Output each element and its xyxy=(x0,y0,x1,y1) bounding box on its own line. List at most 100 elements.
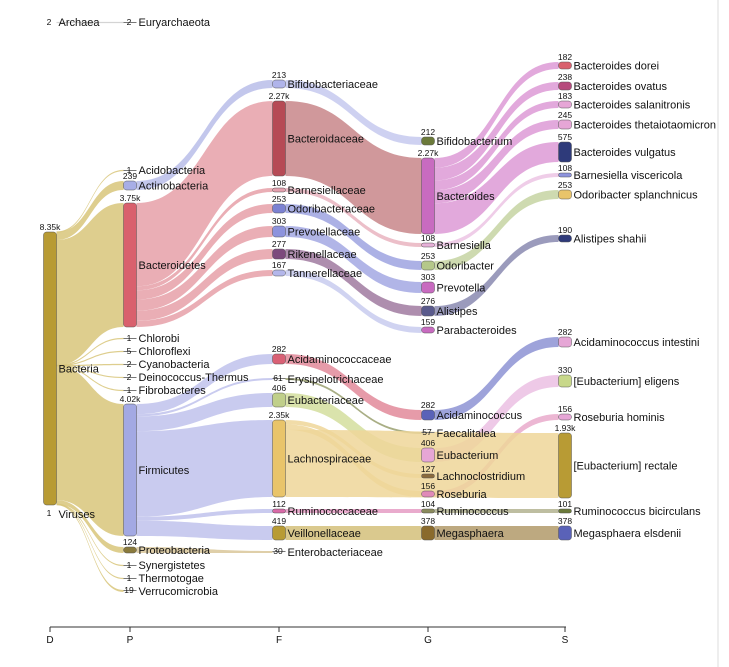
node-bar-actinobacteria[interactable] xyxy=(123,180,137,191)
node-bar-b_ovatus[interactable] xyxy=(558,81,572,91)
node-eub_eligens[interactable]: 330[Eubacterium] eligens xyxy=(558,365,680,388)
node-bar-barnesiella[interactable] xyxy=(421,242,435,248)
node-bar-megasphaera[interactable] xyxy=(421,525,435,541)
node-bar-b_salanitronis[interactable] xyxy=(558,100,572,109)
node-bar-odoribacter[interactable] xyxy=(421,260,435,271)
node-bar-lachnoclostridium[interactable] xyxy=(421,473,435,479)
node-lachnospiraceae[interactable]: 2.35k Lachnospiraceae xyxy=(269,410,372,498)
node-bar-b_vulgatus[interactable] xyxy=(558,141,572,163)
node-bacteroidetes[interactable]: 3.75k Bacteroidetes xyxy=(120,193,207,328)
node-synergistetes[interactable]: 1 Synergistetes xyxy=(123,560,206,572)
node-thermotogae[interactable]: 1 Thermotogae xyxy=(123,573,204,585)
node-bar-bacteroidaceae[interactable] xyxy=(272,100,286,177)
node-bar-alistipes[interactable] xyxy=(421,305,435,317)
node-bar-prevotellaceae[interactable] xyxy=(272,225,286,238)
node-bar-odoribacteraceae[interactable] xyxy=(272,203,286,214)
node-bacteria[interactable]: 8.35k Bacteria xyxy=(40,222,100,506)
node-bar-bacteroides[interactable] xyxy=(421,157,435,235)
node-bar-ruminococcaceae[interactable] xyxy=(272,508,286,514)
node-chloroflexi[interactable]: 5 Chloroflexi xyxy=(123,346,191,358)
node-erysipelotrichaceae[interactable]: 61 Erysipelotrichaceae xyxy=(272,373,384,386)
node-bar-b_thetaiotaomicron[interactable] xyxy=(558,119,572,130)
node-euryarchaeota[interactable]: 2 Euryarchaeota xyxy=(123,17,211,29)
node-bacteroides[interactable]: 2.27k Bacteroides xyxy=(418,148,495,235)
node-bar-bifidobacterium[interactable] xyxy=(421,136,435,146)
node-bacteroidaceae[interactable]: 2.27k Bacteroidaceae xyxy=(269,91,364,177)
node-bar-acidaminococcus[interactable] xyxy=(421,409,435,421)
node-bar-rum_bicirculans[interactable] xyxy=(558,508,572,514)
node-bar-bacteria[interactable] xyxy=(43,231,57,506)
node-bar-barnesiellaceae[interactable] xyxy=(272,187,286,193)
node-bar-prevotella[interactable] xyxy=(421,281,435,294)
node-bar-eubacteriaceae[interactable] xyxy=(272,392,286,408)
node-bar-odo_splanchnicus[interactable] xyxy=(558,189,572,200)
node-enterobacteriaceae[interactable]: 30 Enterobacteriaceae xyxy=(272,546,383,559)
node-bar-ruminococcus[interactable] xyxy=(421,508,435,514)
node-bar-bacteroidetes[interactable] xyxy=(123,202,137,328)
node-viruses[interactable]: 1 Viruses xyxy=(47,508,96,521)
node-bar-roseburia[interactable] xyxy=(421,490,435,498)
node-bar-firmicutes[interactable] xyxy=(123,403,137,537)
node-bar-bifidobacteriaceae[interactable] xyxy=(272,79,286,89)
node-bar-veillonellaceae[interactable] xyxy=(272,525,286,541)
node-bar-barn_viscericola[interactable] xyxy=(558,172,572,178)
node-bar-eub_eligens[interactable] xyxy=(558,374,572,388)
node-bar-proteobacteria[interactable] xyxy=(123,546,137,554)
node-eub_rectale[interactable]: 1.93k [Eubacterium] rectale xyxy=(555,423,678,499)
node-bar-lachnospiraceae[interactable] xyxy=(272,419,286,498)
node-bar-b_dorei[interactable] xyxy=(558,61,572,70)
node-bar-ros_hominis[interactable] xyxy=(558,413,572,421)
node-bar-parabacteroides[interactable] xyxy=(421,326,435,334)
node-bar-acid_intestini[interactable] xyxy=(558,336,572,348)
node-bar-acidaminococcaceae[interactable] xyxy=(272,353,286,365)
node-bar-meg_elsdenii[interactable] xyxy=(558,525,572,541)
node-acidobacteria[interactable]: 1 Acidobacteria xyxy=(123,165,207,177)
node-bar-tannerellaceae[interactable] xyxy=(272,269,286,277)
node-firmicutes[interactable]: 4.02k Firmicutes xyxy=(120,394,190,537)
node-archaea[interactable]: 2 Archaea xyxy=(47,17,101,29)
node-bar-eub_rectale[interactable] xyxy=(558,432,572,499)
node-faecalitalea[interactable]: 57 Faecalitalea xyxy=(421,427,497,440)
node-bar-eubacterium[interactable] xyxy=(421,447,435,463)
node-bar-ali_shahii[interactable] xyxy=(558,234,572,243)
node-cyanobacteria[interactable]: 2 Cyanobacteria xyxy=(123,359,211,371)
node-chlorobi[interactable]: 1 Chlorobi xyxy=(123,333,180,345)
node-verrucomicrobia[interactable]: 19 Verrucomicrobia xyxy=(123,585,219,598)
node-bar-rikenellaceae[interactable] xyxy=(272,248,286,260)
